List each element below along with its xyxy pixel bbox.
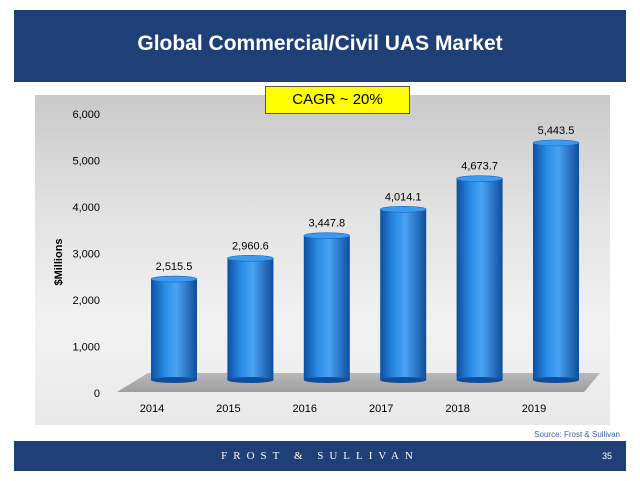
footer-bar: FROST & SULLIVAN 35 (14, 441, 626, 471)
bar-top (532, 139, 580, 147)
y-tick-label: 5,000 (72, 156, 100, 168)
slide-title: Global Commercial/Civil UAS Market (137, 32, 503, 55)
y-tick-label: 1,000 (72, 342, 100, 354)
bar-base (227, 377, 274, 383)
page-number: 35 (601, 451, 612, 461)
x-tick-label: 2015 (216, 403, 240, 415)
bar (533, 142, 579, 380)
data-label: 4,673.7 (461, 161, 498, 173)
bar-top (227, 255, 274, 262)
bar (227, 258, 274, 380)
bar (151, 279, 197, 380)
cagr-annotation: CAGR ~ 20% (265, 86, 410, 114)
bar-top (379, 206, 427, 213)
bar-top (303, 232, 351, 239)
bar-top (456, 175, 503, 182)
data-label: 2,515.5 (156, 261, 193, 273)
footer-brand: FROST & SULLIVAN (221, 450, 419, 462)
data-label: 2,960.6 (232, 240, 269, 252)
bar-base (151, 377, 197, 383)
bar (456, 178, 503, 380)
y-tick-label: 3,000 (72, 249, 100, 261)
y-axis-label: $Millions (53, 238, 65, 285)
data-label: 5,443.5 (538, 125, 575, 137)
x-tick-label: 2016 (293, 403, 317, 415)
bar-base (303, 377, 350, 383)
data-label: 3,447.8 (308, 218, 345, 230)
x-tick-label: 2017 (369, 403, 393, 415)
bar-base (533, 377, 579, 383)
x-tick-label: 2018 (445, 403, 469, 415)
y-tick-label: 6,000 (72, 109, 100, 121)
bar (380, 209, 427, 380)
data-label: 4,014.1 (385, 191, 422, 203)
x-tick-label: 2019 (522, 403, 546, 415)
y-tick-label: 2,000 (72, 295, 100, 307)
bar-base (456, 377, 503, 383)
bar (303, 235, 350, 380)
source-note: Source: Frost & Sullivan (534, 430, 620, 439)
bar-top (150, 275, 198, 283)
y-tick-label: 0 (94, 388, 100, 400)
x-tick-label: 2014 (140, 403, 164, 415)
bar-base (380, 377, 427, 383)
header-bar: Global Commercial/Civil UAS Market (14, 10, 626, 82)
y-tick-label: 4,000 (72, 202, 100, 214)
